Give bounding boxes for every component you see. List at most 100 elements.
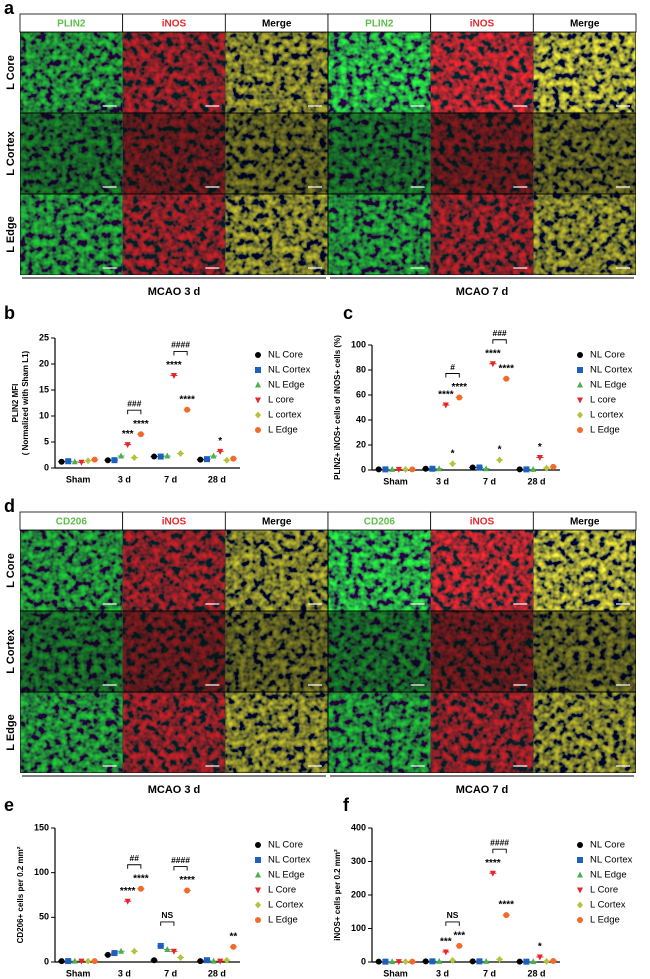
micrograph (20, 611, 123, 692)
bracket (492, 848, 507, 854)
marker (577, 917, 583, 923)
panel-letter: e (4, 795, 14, 815)
x-tick-label: 28 d (527, 476, 545, 486)
y-tick-label: 150 (34, 822, 49, 832)
y-tick-label: 0 (361, 464, 366, 474)
legend-label: L Edge (268, 425, 298, 436)
y-axis-label: iNOS+ cells per 0.2 mm² (333, 849, 342, 941)
column-header: iNOS (162, 19, 187, 30)
x-tick-label: Sham (66, 968, 91, 978)
y-axis-label: ( Normalized with Sham L1) (21, 350, 30, 455)
legend-label: NL Edge (268, 870, 305, 881)
significance: ### (127, 398, 141, 408)
x-tick-label: 3 d (436, 968, 449, 978)
significance: **** (438, 390, 454, 401)
significance: **** (498, 900, 514, 911)
micrograph (431, 32, 533, 113)
micrograph (20, 692, 123, 773)
micrograph (431, 611, 533, 692)
column-header: PLIN2 (365, 19, 394, 30)
y-tick-label: 40 (356, 414, 366, 424)
legend-label: NL Edge (590, 380, 627, 391)
significance: **** (451, 382, 467, 393)
micrograph (533, 611, 636, 692)
x-tick-label: 3 d (118, 968, 131, 978)
micrograph (328, 113, 431, 194)
y-tick-label: 400 (351, 822, 366, 832)
micrograph (225, 32, 328, 113)
significance: * (538, 442, 542, 453)
y-axis-label: PLIN2+ iNOS+ cells of iNOS+ cells (%) (333, 335, 342, 480)
y-tick-label: 20 (356, 439, 366, 449)
significance: ### (492, 328, 506, 338)
x-tick-label: 7 d (164, 474, 177, 484)
x-tick-label: 7 d (483, 968, 496, 978)
y-tick-label: 60 (356, 389, 366, 399)
significance: NS (447, 910, 459, 920)
marker (255, 917, 261, 923)
y-tick-label: 200 (351, 889, 366, 899)
row-label: L Edge (5, 216, 17, 252)
significance: *** (440, 937, 452, 948)
significance: #### (171, 855, 190, 865)
legend-label: NL Cortex (268, 855, 311, 866)
legend-label: NL Edge (590, 870, 627, 881)
legend-label: NL Core (590, 840, 625, 851)
legend-label: NL Edge (268, 380, 305, 391)
significance: **** (133, 873, 149, 884)
micrograph (225, 692, 328, 773)
y-axis-label: CD206+ cells per 0.2 mm² (16, 846, 25, 943)
significance: NS (161, 910, 173, 920)
marker (255, 352, 261, 358)
marker (255, 857, 261, 863)
significance: * (538, 942, 542, 953)
micrograph (431, 530, 533, 611)
marker (255, 887, 261, 894)
micrograph (123, 692, 225, 773)
legend-label: NL Core (590, 350, 625, 361)
significance: ** (229, 931, 237, 942)
column-header: PLIN2 (57, 19, 86, 30)
row-label: L Core (5, 55, 17, 90)
marker (255, 381, 261, 388)
y-tick-label: 0 (361, 956, 366, 966)
micrograph (533, 32, 636, 113)
legend-label: NL Cortex (590, 365, 633, 376)
marker (255, 842, 261, 848)
x-tick-label: 28 d (527, 968, 545, 978)
column-header: iNOS (470, 19, 495, 30)
marker (255, 871, 261, 878)
bracket (492, 339, 507, 344)
marker (255, 901, 261, 909)
legend-label: L Edge (268, 915, 298, 926)
y-tick-label: 300 (351, 856, 366, 866)
legend-label: NL Core (268, 350, 303, 361)
micrograph (328, 692, 431, 773)
column-header: iNOS (162, 517, 187, 528)
column-header: CD206 (364, 517, 396, 528)
x-tick-label: 3 d (118, 474, 131, 484)
group-label: MCAO 3 d (148, 286, 201, 298)
micrograph (20, 530, 123, 611)
marker (577, 901, 583, 909)
y-axis-label: PLIN2 MFI (11, 384, 20, 423)
micrograph (533, 530, 636, 611)
marker (577, 427, 583, 433)
micrograph (328, 611, 431, 692)
significance: **** (166, 360, 182, 371)
micrograph (431, 113, 533, 194)
marker (577, 411, 583, 419)
marker (255, 397, 261, 404)
significance: **** (179, 394, 195, 405)
x-tick-label: 7 d (483, 476, 496, 486)
y-tick-label: 25 (39, 332, 49, 342)
legend-label: L Core (590, 885, 618, 896)
micrograph (123, 32, 225, 113)
legend-label: L core (590, 395, 616, 406)
row-label: L Cortex (5, 130, 17, 175)
micrograph (533, 194, 636, 275)
bracket (127, 409, 142, 415)
group-label: MCAO 7 d (456, 784, 509, 796)
micrograph (328, 530, 431, 611)
